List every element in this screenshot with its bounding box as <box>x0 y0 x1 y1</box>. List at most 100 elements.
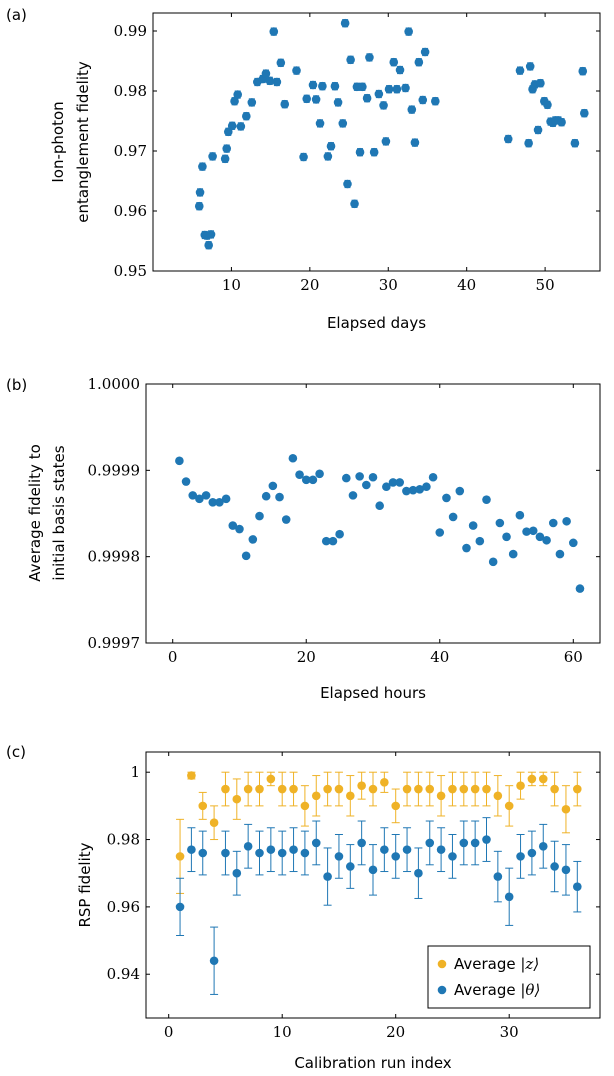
data-point <box>524 138 533 148</box>
data-point <box>362 93 372 103</box>
y-tick-label: 0.97 <box>114 142 147 160</box>
data-point <box>548 518 558 528</box>
data-point <box>550 862 559 871</box>
data-point <box>525 62 535 71</box>
x-tick-label: 0 <box>168 648 178 666</box>
data-point <box>358 82 367 92</box>
panel-label: (c) <box>6 743 26 761</box>
data-point <box>442 493 451 503</box>
data-point <box>407 105 417 114</box>
data-point <box>401 83 410 93</box>
y-tick-label: 0.96 <box>107 898 140 916</box>
data-point <box>300 801 310 811</box>
data-point <box>448 852 457 861</box>
legend-entry: Average |z⟩ <box>454 955 539 973</box>
data-point <box>346 862 355 871</box>
data-point <box>448 512 458 522</box>
data-point <box>436 791 446 801</box>
y-axis-label: initial basis states <box>50 445 68 580</box>
data-point <box>380 845 389 854</box>
data-point <box>362 480 371 490</box>
data-point <box>382 482 391 492</box>
data-point <box>573 784 582 794</box>
y-tick-label: 1 <box>130 763 140 781</box>
chart-panel-3: (c) 0 10 20 30 0.94 0.96 0.98 1 Calibration run i… <box>6 743 601 1072</box>
data-point <box>425 838 435 848</box>
data-point <box>415 485 425 494</box>
y-tick-label: 0.9998 <box>88 548 141 566</box>
legend-box <box>427 945 591 1009</box>
data-point <box>247 98 257 107</box>
data-point <box>536 78 545 88</box>
data-point <box>392 84 402 94</box>
data-point <box>233 90 242 99</box>
data-point <box>323 784 332 794</box>
data-point <box>389 57 399 67</box>
data-point <box>340 18 350 28</box>
data-point <box>335 529 344 539</box>
legend-marker <box>437 985 447 995</box>
data-point <box>355 472 364 481</box>
data-point <box>502 532 511 542</box>
data-point <box>435 528 445 537</box>
data-point <box>374 89 384 99</box>
data-point <box>527 848 537 858</box>
data-point <box>459 784 469 794</box>
data-point <box>275 492 284 502</box>
data-point <box>228 521 238 530</box>
data-point <box>241 551 251 561</box>
x-tick-label: 10 <box>222 276 241 294</box>
data-point <box>220 154 230 164</box>
data-point <box>243 784 253 794</box>
data-point <box>503 134 513 144</box>
data-point <box>379 101 388 110</box>
series-1 <box>194 18 589 250</box>
x-tick-label: 10 <box>273 1023 292 1041</box>
data-point <box>276 58 286 68</box>
data-point <box>391 852 401 861</box>
data-point <box>468 521 478 530</box>
data-point <box>542 535 551 545</box>
data-point <box>295 470 304 479</box>
data-point <box>230 96 239 106</box>
plot-frame <box>145 383 601 644</box>
data-point <box>221 784 230 794</box>
data-point <box>568 538 578 548</box>
y-tick-label: 0.98 <box>114 82 147 100</box>
data-point <box>232 794 242 804</box>
data-point <box>425 784 435 794</box>
data-point <box>355 147 365 157</box>
data-point <box>323 152 333 161</box>
x-tick-label: 40 <box>457 276 476 294</box>
series-1 <box>175 771 582 894</box>
data-point <box>311 791 321 801</box>
data-point <box>198 162 207 171</box>
legend-math: |z⟩ <box>520 955 539 973</box>
data-point <box>281 515 291 524</box>
y-axis-label: entanglement fidelity <box>74 61 92 223</box>
data-point <box>522 527 531 536</box>
data-point <box>470 838 480 848</box>
data-point <box>414 868 423 878</box>
data-point <box>368 784 378 794</box>
data-point <box>482 784 491 794</box>
panel-label: (b) <box>6 376 27 394</box>
data-point <box>384 84 394 94</box>
data-point <box>280 99 290 109</box>
data-point <box>255 511 264 521</box>
data-point <box>388 478 398 487</box>
data-point <box>221 494 231 504</box>
data-point <box>255 784 264 794</box>
x-axis-label: Calibration run index <box>294 1054 451 1072</box>
y-tick-label: 0.96 <box>114 202 147 220</box>
data-point <box>482 835 491 844</box>
data-point <box>475 536 485 546</box>
data-point <box>227 121 237 131</box>
data-point <box>368 472 378 482</box>
data-point <box>575 584 585 593</box>
data-point <box>348 491 358 500</box>
data-point <box>395 478 405 487</box>
legend-text: Average <box>454 981 520 999</box>
data-point <box>538 774 548 784</box>
data-point <box>181 477 191 486</box>
